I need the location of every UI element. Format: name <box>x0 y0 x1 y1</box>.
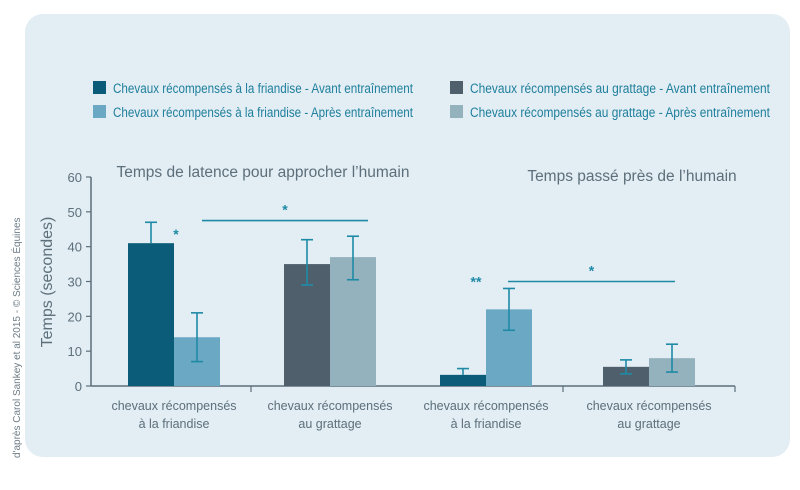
panel-title: Temps passé près de l’humain <box>527 168 736 185</box>
x-category-label: au grattage <box>298 417 361 431</box>
legend: Chevaux récompensés à la friandise - Ava… <box>93 81 770 120</box>
x-category-label: chevaux récompensés <box>586 399 711 413</box>
bar <box>128 243 174 386</box>
y-tick-label: 30 <box>68 275 82 290</box>
x-category-label: à la friandise <box>451 417 522 431</box>
legend-label: Chevaux récompensés au grattage - Avant … <box>470 81 770 96</box>
legend-label: Chevaux récompensés à la friandise - Ava… <box>113 81 413 96</box>
x-category-label: chevaux récompensés <box>267 399 392 413</box>
legend-swatch <box>450 81 463 94</box>
x-category-label: chevaux récompensés <box>111 399 236 413</box>
significance-marker: * <box>589 263 595 279</box>
legend-swatch <box>93 81 106 94</box>
plot-area: 0 10 20 30 40 50 60 Temps de latence pour appro… <box>68 164 737 431</box>
legend-label: Chevaux récompensés au grattage - Après … <box>470 105 770 120</box>
y-tick-label: 10 <box>68 344 82 359</box>
x-category-label: au grattage <box>617 417 680 431</box>
y-tick-label: 40 <box>68 240 82 255</box>
bar <box>440 374 486 386</box>
legend-swatch <box>450 105 463 118</box>
legend-label: Chevaux récompensés à la friandise - Apr… <box>113 105 413 120</box>
y-tick-label: 50 <box>68 205 82 220</box>
significance-marker: ** <box>471 273 482 289</box>
y-tick-label: 20 <box>68 309 82 324</box>
x-category-label: chevaux récompensés <box>423 399 548 413</box>
y-axis-label: Temps (secondes) <box>39 217 56 348</box>
y-tick-label: 0 <box>75 379 82 394</box>
legend-swatch <box>93 105 106 118</box>
significance-marker: * <box>173 226 179 242</box>
x-category-label: à la friandise <box>139 417 210 431</box>
credit-text: d'après Carol Sankey et al 2015 - © Scie… <box>10 217 23 458</box>
bar <box>603 366 649 386</box>
y-tick-label: 60 <box>68 170 82 185</box>
panel-title: Temps de latence pour approcher l’humain <box>117 164 410 181</box>
significance-marker: * <box>282 202 288 218</box>
